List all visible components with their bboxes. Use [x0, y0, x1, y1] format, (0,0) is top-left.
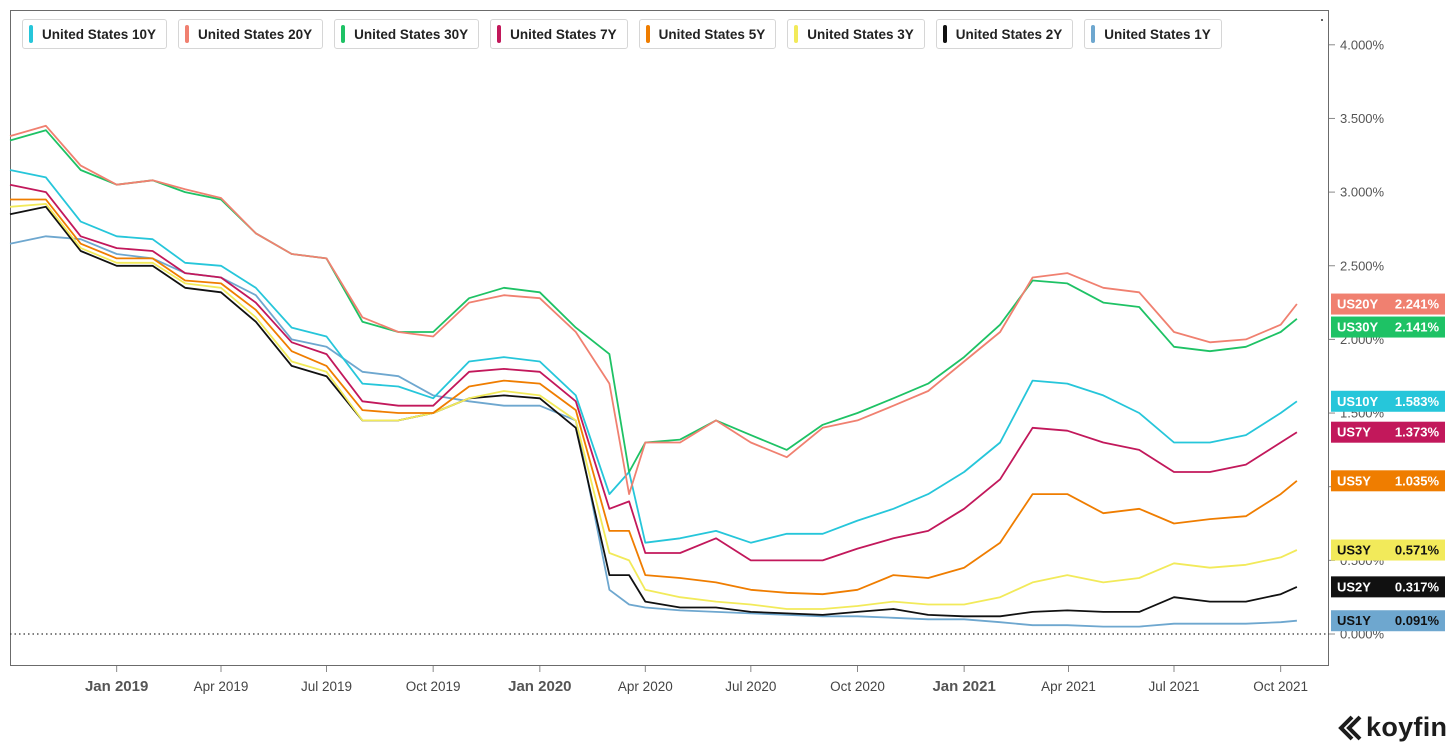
series-tag-value: 0.571%: [1395, 543, 1440, 558]
legend-item[interactable]: United States 3Y: [787, 19, 925, 49]
legend-swatch: [341, 25, 346, 43]
x-tick-label: Jan 2021: [932, 678, 995, 695]
legend-item[interactable]: United States 2Y: [935, 19, 1074, 49]
legend-item[interactable]: United States 5Y: [638, 19, 777, 49]
legend: United States 10Y United States 20Y United…: [22, 19, 1222, 49]
legend-swatch: [497, 25, 502, 43]
series-line: [9, 129, 1298, 473]
y-tick-label: 4.000%: [1340, 37, 1385, 52]
x-tick-label: Jan 2019: [85, 678, 148, 695]
x-tick-label: Jul 2021: [1148, 679, 1199, 694]
series-tag: [1331, 576, 1445, 598]
series-tag-name: US10Y: [1337, 394, 1379, 409]
chart-frame: [10, 10, 1329, 666]
series-tag-name: US20Y: [1337, 297, 1379, 312]
legend-label: United States 20Y: [198, 26, 313, 42]
koyfin-logo-icon: [1338, 715, 1362, 740]
series-tag-value: 0.317%: [1395, 579, 1440, 594]
series-tag: [1331, 293, 1445, 315]
x-tick-label: Apr 2020: [618, 679, 673, 694]
series-tag-value: 2.241%: [1395, 297, 1440, 312]
series-line: [9, 205, 1298, 618]
legend-swatch: [185, 25, 190, 43]
series-tag-value: 1.035%: [1395, 473, 1440, 488]
series-tag-value: 1.373%: [1395, 425, 1440, 440]
series-line: [9, 235, 1297, 628]
legend-item[interactable]: United States 30Y: [334, 19, 480, 49]
legend-label: United States 3Y: [807, 26, 914, 42]
series-tag-value: 1.583%: [1395, 394, 1440, 409]
x-tick-label: Apr 2021: [1041, 679, 1096, 694]
legend-item[interactable]: United States 1Y: [1084, 19, 1222, 49]
legend-item[interactable]: United States 10Y: [22, 19, 168, 49]
legend-label: United States 1Y: [1104, 26, 1211, 42]
series-tag: [1331, 539, 1445, 561]
series-tag: [1331, 316, 1445, 338]
legend-label: United States 30Y: [354, 26, 469, 42]
series-tag-name: US7Y: [1337, 425, 1371, 440]
legend-label: United States 7Y: [510, 26, 617, 42]
legend-label: United States 2Y: [955, 26, 1063, 42]
x-tick-label: Jul 2020: [725, 679, 776, 694]
legend-swatch: [645, 25, 650, 43]
y-tick-label: 3.500%: [1340, 111, 1385, 126]
series-tag: [1331, 610, 1445, 632]
legend-swatch: [1091, 25, 1096, 43]
y-tick-label: 3.000%: [1340, 185, 1385, 200]
series-line: [10, 198, 1298, 596]
x-tick-label: Jul 2019: [301, 679, 352, 694]
x-tick-label: Oct 2019: [406, 679, 461, 694]
series-tag-value: 2.141%: [1395, 320, 1440, 335]
legend-label: United States 5Y: [658, 26, 766, 42]
legend-swatch: [29, 25, 33, 43]
series-line: [9, 202, 1298, 610]
series-line: [9, 183, 1298, 562]
series-tag-name: US2Y: [1337, 579, 1371, 594]
series-tag-name: US5Y: [1337, 473, 1371, 488]
series-tag-value: 0.091%: [1395, 613, 1440, 628]
brand: koyfin: [1338, 712, 1447, 743]
legend-item[interactable]: United States 7Y: [490, 19, 628, 49]
series-tag-name: US3Y: [1337, 543, 1371, 558]
x-tick-label: Oct 2020: [830, 679, 885, 694]
x-tick-label: Oct 2021: [1253, 679, 1308, 694]
y-tick-label: 2.500%: [1340, 258, 1385, 273]
legend-item[interactable]: United States 20Y: [178, 19, 324, 49]
series-tag: [1331, 470, 1445, 492]
brand-name: koyfin: [1366, 712, 1448, 742]
legend-label: United States 10Y: [42, 26, 157, 42]
series-tag-name: US1Y: [1337, 613, 1371, 628]
x-tick-label: Jan 2020: [508, 678, 571, 695]
legend-swatch: [942, 25, 947, 43]
x-tick-label: Apr 2019: [194, 679, 249, 694]
legend-swatch: [794, 25, 799, 43]
series-tag: [1331, 421, 1445, 443]
series-tag-name: US30Y: [1337, 320, 1379, 335]
corner-dot: [1321, 19, 1323, 21]
series-line: [9, 124, 1298, 496]
series-tag: [1331, 390, 1445, 412]
series-line: [9, 169, 1298, 544]
